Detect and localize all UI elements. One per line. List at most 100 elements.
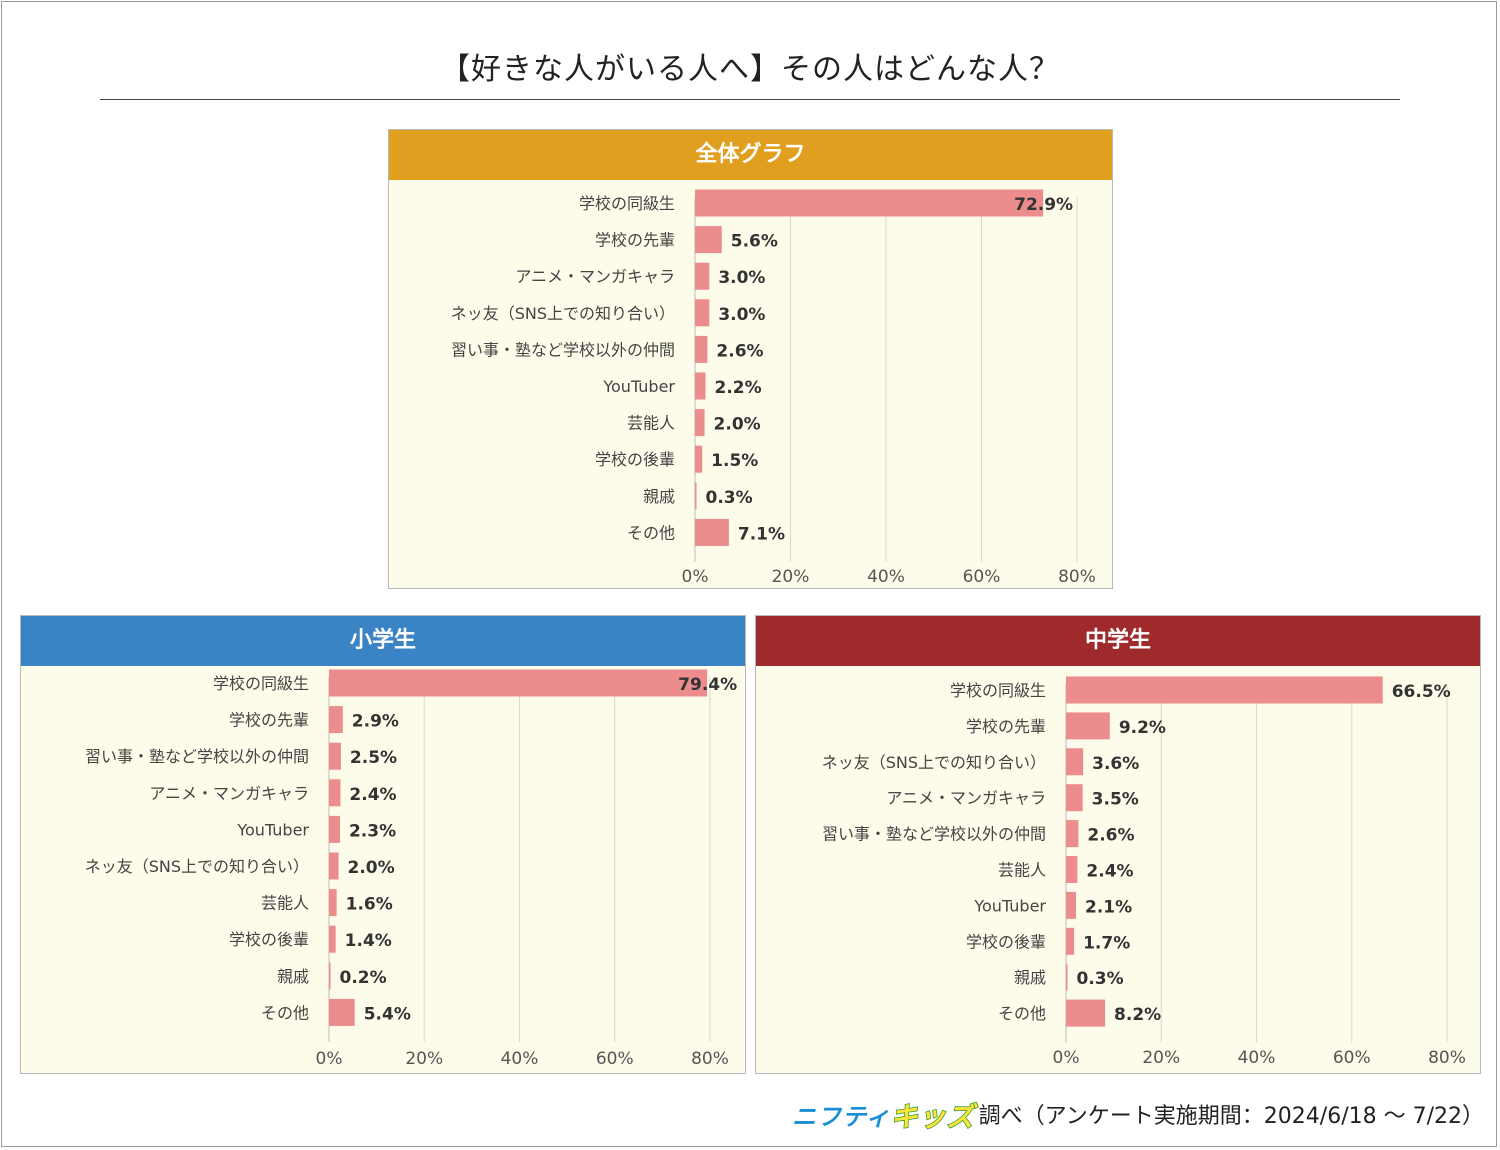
overall-bar — [695, 299, 710, 327]
junior-x-tick-label: 40% — [1238, 1048, 1276, 1068]
elementary-category-label: 習い事・塾など学校以外の仲間 — [85, 747, 309, 766]
overall-chart-panel: 全体グラフ 0% 20% 40% 60% 80% 学校の同級生 72.9% 学校の先輩 5.6%… — [388, 129, 1113, 589]
overall-bar — [695, 372, 706, 400]
elementary-value-label: 5.4% — [364, 1004, 411, 1024]
junior-value-label: 2.4% — [1086, 862, 1133, 882]
junior-value-label: 2.1% — [1085, 897, 1132, 917]
junior-category-label: その他 — [998, 1004, 1046, 1023]
overall-category-label: その他 — [627, 523, 675, 542]
junior-x-tick-label: 80% — [1428, 1048, 1466, 1068]
overall-x-tick-label: 0% — [682, 567, 709, 587]
overall-category-label: 親戚 — [643, 487, 675, 506]
overall-category-label: 学校の先輩 — [595, 231, 675, 250]
elementary-value-label: 2.5% — [350, 748, 397, 768]
elementary-category-label: 親戚 — [277, 967, 309, 986]
junior-bar — [1066, 784, 1083, 812]
overall-bar — [695, 518, 729, 546]
overall-value-label: 0.3% — [706, 488, 753, 508]
elementary-value-label: 2.0% — [348, 858, 395, 878]
elementary-bar — [329, 779, 341, 807]
overall-bar-chart: 0% 20% 40% 60% 80% 学校の同級生 72.9% 学校の先輩 5.6% アニメ・マン… — [451, 189, 1096, 587]
elementary-bar — [329, 962, 331, 990]
junior-bar — [1066, 712, 1110, 740]
junior-category-label: YouTuber — [973, 896, 1046, 915]
overall-value-label: 2.6% — [716, 341, 763, 361]
elementary-x-tick-label: 80% — [691, 1049, 729, 1069]
elementary-category-label: 学校の同級生 — [213, 674, 309, 693]
overall-category-label: 学校の後輩 — [595, 450, 675, 469]
overall-bar — [695, 189, 1044, 217]
overall-bar — [695, 226, 722, 254]
junior-bar — [1066, 676, 1383, 704]
junior-category-label: 学校の先輩 — [966, 717, 1046, 736]
overall-category-label: ネッ友（SNS上での知り合い） — [451, 304, 675, 323]
junior-category-label: ネッ友（SNS上での知り合い） — [822, 753, 1046, 772]
overall-bar — [695, 262, 710, 290]
junior-category-label: 習い事・塾など学校以外の仲間 — [822, 825, 1046, 844]
overall-x-tick-label: 40% — [867, 567, 905, 587]
junior-category-label: アニメ・マンガキャラ — [886, 789, 1046, 808]
elementary-x-tick-label: 20% — [405, 1049, 443, 1069]
overall-category-label: アニメ・マンガキャラ — [515, 267, 675, 286]
junior-x-tick-label: 20% — [1142, 1048, 1180, 1068]
elementary-value-label: 2.4% — [349, 785, 396, 805]
overall-value-label: 3.0% — [718, 268, 765, 288]
elementary-value-label: 2.3% — [349, 821, 396, 841]
junior-bar — [1066, 856, 1078, 883]
elementary-category-label: 芸能人 — [261, 894, 309, 913]
nifty-logo-text: ニフティ — [792, 1102, 891, 1131]
elementary-value-label: 1.6% — [346, 895, 393, 915]
junior-x-tick-label: 60% — [1333, 1048, 1371, 1068]
elementary-bar — [329, 669, 708, 697]
elementary-category-label: 学校の先輩 — [229, 711, 309, 730]
elementary-bar — [329, 706, 343, 734]
junior-value-label: 9.2% — [1119, 718, 1166, 738]
overall-value-label: 1.5% — [711, 451, 758, 471]
elementary-category-label: YouTuber — [236, 820, 309, 839]
junior-bar — [1066, 927, 1075, 955]
elementary-bar — [329, 889, 337, 917]
junior-category-label: 学校の後輩 — [966, 932, 1046, 951]
elementary-bar-chart: 0% 20% 40% 60% 80% 学校の同級生 79.4% 学校の先輩 2.9% 習い事・塾な… — [85, 669, 737, 1069]
elementary-chart-panel: 小学生 0% 20% 40% 60% 80% 学校の同級生 79.4% 学校の先輩 2.9% 習い… — [20, 615, 746, 1074]
elementary-value-label: 0.2% — [340, 968, 387, 988]
overall-bar — [695, 445, 703, 473]
source-footer: ニフティ キッズ 調べ（アンケート実施期間：2024/6/18 ～ 7/22） — [792, 1094, 1484, 1134]
junior-bar-chart: 0% 20% 40% 60% 80% 学校の同級生 66.5% 学校の先輩 9.2% ネッ友（SN… — [822, 676, 1466, 1068]
junior-category-label: 親戚 — [1014, 968, 1046, 987]
junior-chart-header: 中学生 — [756, 616, 1480, 666]
elementary-value-label: 1.4% — [345, 931, 392, 951]
elementary-category-label: その他 — [261, 1003, 309, 1022]
page-title: 【好きな人がいる人へ】その人はどんな人？ — [440, 52, 1060, 87]
elementary-category-label: ネッ友（SNS上での知り合い） — [85, 857, 309, 876]
overall-bar — [695, 482, 697, 510]
overall-value-label: 2.2% — [715, 378, 762, 398]
junior-value-label: 3.5% — [1092, 790, 1139, 810]
overall-value-label: 7.1% — [738, 524, 785, 544]
overall-category-label: YouTuber — [602, 377, 675, 396]
elementary-bar — [329, 852, 339, 880]
overall-category-label: 習い事・塾など学校以外の仲間 — [451, 340, 675, 359]
junior-value-label: 0.3% — [1077, 969, 1124, 989]
overall-x-tick-label: 60% — [963, 567, 1001, 587]
junior-value-label: 1.7% — [1083, 933, 1130, 953]
junior-bar — [1066, 820, 1079, 848]
elementary-value-label: 2.9% — [352, 712, 399, 732]
overall-chart-header: 全体グラフ — [389, 130, 1112, 180]
junior-chart-panel: 中学生 0% 20% 40% 60% 80% 学校の同級生 66.5% 学校の先輩 9.2% ネッ… — [755, 615, 1481, 1074]
junior-bar — [1066, 891, 1077, 919]
title-divider — [100, 99, 1400, 100]
junior-value-label: 2.6% — [1087, 826, 1134, 846]
elementary-category-label: アニメ・マンガキャラ — [149, 784, 309, 803]
overall-value-label: 2.0% — [714, 415, 761, 435]
junior-bar — [1066, 999, 1106, 1027]
overall-value-label: 5.6% — [731, 232, 778, 252]
junior-bar — [1066, 963, 1068, 991]
overall-value-label: 3.0% — [718, 305, 765, 325]
overall-category-label: 芸能人 — [627, 414, 675, 433]
elementary-bar — [329, 815, 340, 843]
overall-bar — [695, 409, 705, 437]
junior-category-label: 学校の同級生 — [950, 681, 1046, 700]
overall-x-tick-label: 80% — [1058, 567, 1096, 587]
